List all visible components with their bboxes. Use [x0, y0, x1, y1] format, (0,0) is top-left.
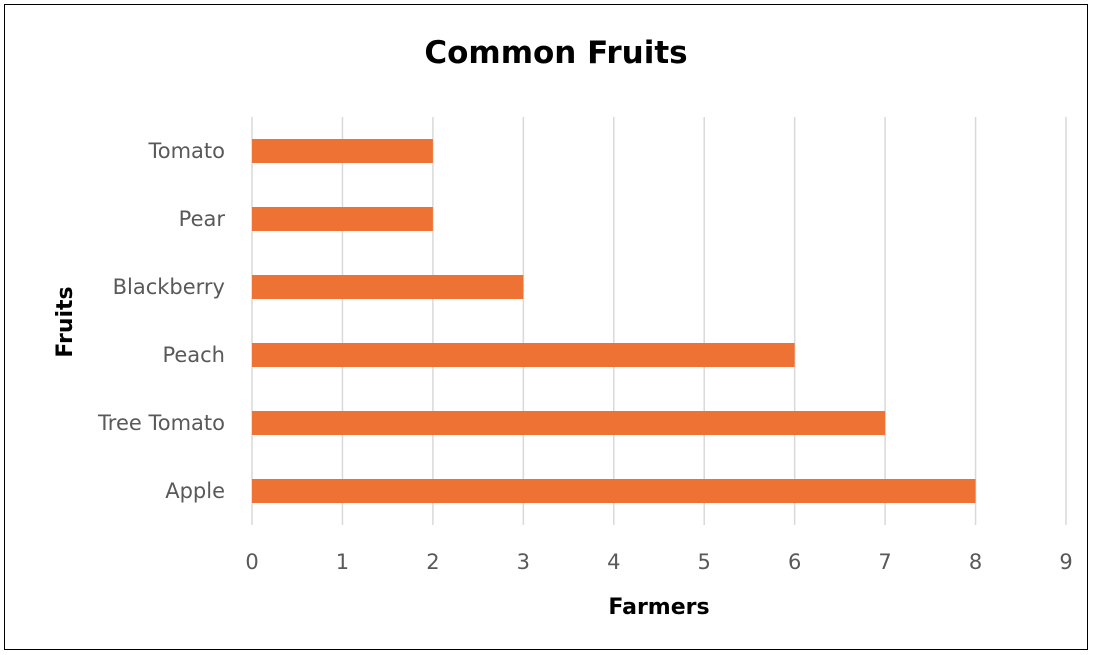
category-label-tree-tomato: Tree Tomato: [97, 411, 225, 435]
x-tick-label-9: 9: [1059, 550, 1072, 574]
bar-pear: [252, 207, 433, 231]
x-tick-label-1: 1: [336, 550, 349, 574]
x-tick-label-3: 3: [517, 550, 530, 574]
x-tick-label-8: 8: [969, 550, 982, 574]
bar-peach: [252, 343, 795, 367]
chart-frame: [4, 4, 1088, 650]
category-label-blackberry: Blackberry: [113, 275, 225, 299]
category-label-apple: Apple: [165, 479, 225, 503]
x-tick-label-5: 5: [698, 550, 711, 574]
x-tick-labels: 0 1 2 3 4 5 6 7 8 9: [245, 550, 1072, 574]
x-tick-label-7: 7: [878, 550, 891, 574]
y-axis-title: Fruits: [53, 286, 78, 357]
x-axis-title: Farmers: [608, 595, 709, 620]
bar-tree-tomato: [252, 411, 886, 435]
chart-title: Common Fruits: [424, 35, 687, 71]
category-label-peach: Peach: [162, 343, 225, 367]
gridlines: [251, 117, 1067, 525]
x-tick-label-4: 4: [607, 550, 620, 574]
x-tick-label-6: 6: [788, 550, 801, 574]
x-tick-label-0: 0: [245, 550, 258, 574]
bar-apple: [252, 479, 976, 503]
category-labels: Apple Tree Tomato Peach Blackberry Pear Tomat…: [97, 139, 225, 503]
bars: [252, 139, 976, 503]
category-label-tomato: Tomato: [147, 139, 225, 163]
x-tick-label-2: 2: [426, 550, 439, 574]
bar-blackberry: [252, 275, 524, 299]
bar-tomato: [252, 139, 433, 163]
category-label-pear: Pear: [179, 207, 226, 231]
